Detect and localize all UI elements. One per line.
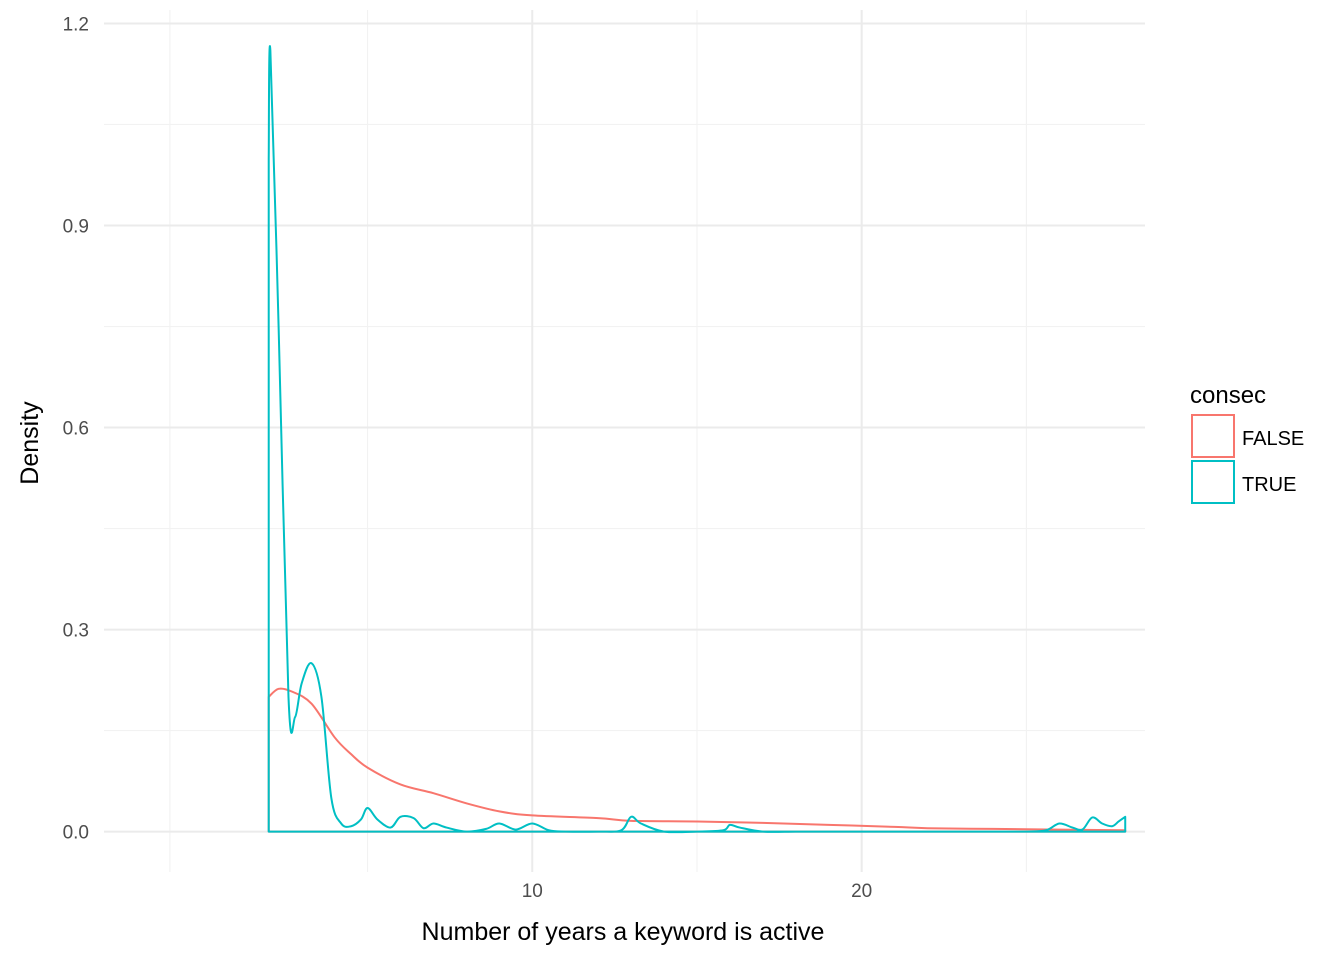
y-axis-title: Density [16,401,44,485]
minor-gridlines [104,10,1145,872]
major-gridlines [104,10,1145,872]
y-tick-label-0: 0.0 [63,823,89,844]
y-tick-label-4: 1.2 [63,14,89,35]
legend-key-true [1191,460,1235,504]
legend-label-false: FALSE [1242,428,1304,450]
density-curve-false [267,687,1127,833]
x-tick-label-1: 20 [851,881,872,902]
density-curve-true [267,45,1127,834]
legend-title: consec [1190,382,1266,409]
x-axis-title: Number of years a keyword is active [422,918,825,946]
y-tick-label-1: 0.3 [63,621,89,642]
legend: consec FALSE TRUE [1190,382,1304,504]
x-axis-tick-labels: 10 20 [522,881,873,902]
legend-label-true: TRUE [1242,474,1296,496]
y-tick-label-2: 0.6 [63,419,89,440]
x-tick-label-0: 10 [522,881,543,902]
density-series [267,45,1127,834]
y-tick-label-3: 0.9 [63,217,89,238]
y-axis-tick-labels: 0.0 0.3 0.6 0.9 1.2 [63,14,89,843]
legend-key-false [1191,414,1235,458]
